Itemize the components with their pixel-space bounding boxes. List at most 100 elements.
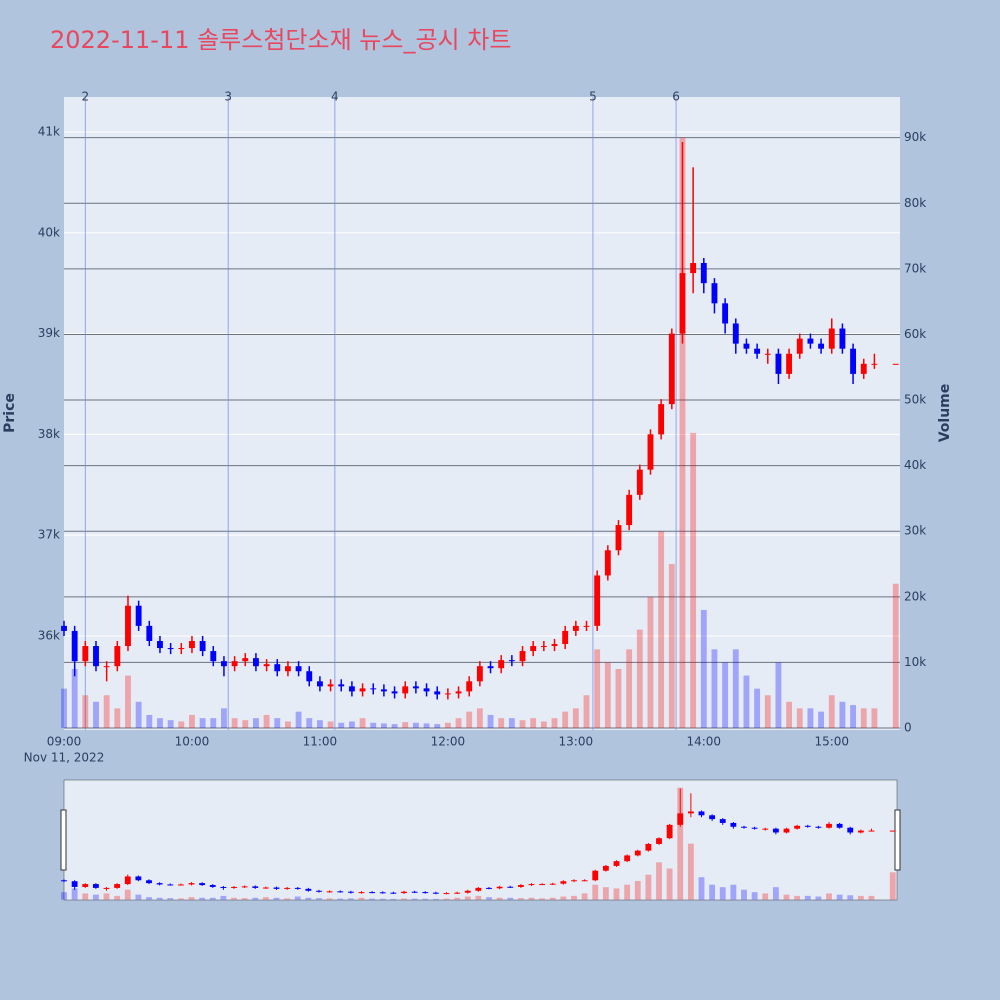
volume-bar [602, 887, 609, 900]
volume-bar [615, 668, 622, 729]
candle-body [242, 658, 249, 662]
candle-body [92, 884, 99, 888]
volume-bar [412, 722, 419, 729]
volume-bar [273, 897, 280, 900]
candle-body [455, 691, 462, 694]
volume-bar [475, 895, 482, 900]
volume-bar [337, 898, 344, 900]
candle-body [466, 681, 473, 692]
candle-body [114, 884, 121, 888]
volume-bar [146, 714, 153, 729]
candle-body [391, 691, 398, 694]
candle-body [539, 884, 546, 886]
volume-bar [786, 701, 793, 729]
range-slider[interactable] [63, 779, 898, 901]
x-date-label: Nov 11, 2022 [24, 751, 105, 765]
volume-bar [231, 897, 237, 900]
volume-bar [422, 898, 429, 900]
y-tick-label: 39k [38, 326, 60, 340]
volume-bar [666, 868, 673, 900]
y-tick-label: 40k [38, 225, 60, 239]
range-handle[interactable] [894, 809, 901, 871]
candle-body [475, 887, 482, 891]
candle-body [624, 855, 631, 862]
volume-bar [772, 887, 779, 900]
candle-body [666, 824, 673, 839]
volume-bar [316, 720, 323, 729]
candle-body [338, 684, 345, 687]
y2-tick-label: 50k [904, 393, 926, 407]
volume-bar [188, 897, 195, 900]
candle-body [401, 891, 407, 894]
candle-body [794, 825, 801, 829]
candle-body [828, 328, 835, 349]
candle-body [626, 494, 633, 526]
volume-bar [242, 720, 249, 729]
volume-bar [711, 649, 718, 729]
candle-body [690, 263, 697, 274]
volume-bar [560, 896, 567, 900]
candle-body [871, 363, 878, 365]
candle-body [741, 826, 747, 828]
x-tick-label: 12:00 [431, 735, 466, 749]
volume-bar [402, 722, 409, 729]
volume-bar [540, 721, 547, 729]
candle-body [732, 323, 739, 344]
volume-bar [82, 695, 89, 729]
range-handle[interactable] [60, 809, 67, 871]
volume-bar [889, 872, 896, 900]
volume-bar [783, 894, 790, 900]
volume-bar [709, 884, 716, 900]
volume-bar [92, 894, 99, 900]
volume-bar [454, 897, 461, 900]
candle-body [177, 884, 184, 886]
volume-bar [370, 722, 377, 729]
volume-bar [818, 711, 825, 729]
candle-body [337, 891, 344, 893]
candle-body [549, 883, 556, 885]
candle-body [263, 664, 270, 667]
candle-body [178, 648, 185, 650]
volume-bar [762, 893, 769, 900]
volume-bar [519, 720, 526, 729]
volume-bar [466, 711, 473, 729]
candle-body [82, 646, 89, 662]
volume-bar [850, 705, 857, 729]
volume-bar [687, 843, 694, 900]
candle-body [273, 887, 280, 889]
candle-body [496, 886, 503, 889]
volume-bar [327, 721, 334, 729]
volume-bar [263, 714, 270, 729]
volume-bar [326, 898, 333, 900]
y2-tick-label: 0 [904, 721, 912, 735]
volume-bar [306, 718, 313, 729]
candle-body [592, 870, 599, 881]
volume-bar [221, 708, 227, 729]
volume-bar [847, 895, 854, 900]
candle-body [157, 640, 163, 649]
y2-tick-label: 40k [904, 458, 926, 472]
candle-body [815, 826, 822, 828]
candle-body [284, 666, 291, 672]
volume-bar [71, 668, 78, 729]
candle-body [772, 828, 779, 833]
candle-body [316, 681, 323, 687]
x-tick-label: 10:00 [175, 735, 210, 749]
volume-bar [103, 695, 110, 729]
volume-bar [338, 722, 345, 729]
volume-bar [262, 897, 269, 900]
candle-body [146, 625, 153, 641]
volume-bar [741, 889, 747, 900]
volume-bar [476, 708, 483, 729]
volume-bar [209, 897, 216, 900]
volume-bar [815, 896, 822, 900]
volume-bar [444, 722, 451, 729]
volume-bar [539, 898, 546, 900]
candle-body [262, 887, 269, 889]
volume-bar [743, 675, 750, 729]
volume-bar [231, 718, 238, 729]
candle-body [124, 876, 131, 885]
volume-bar [241, 898, 248, 900]
